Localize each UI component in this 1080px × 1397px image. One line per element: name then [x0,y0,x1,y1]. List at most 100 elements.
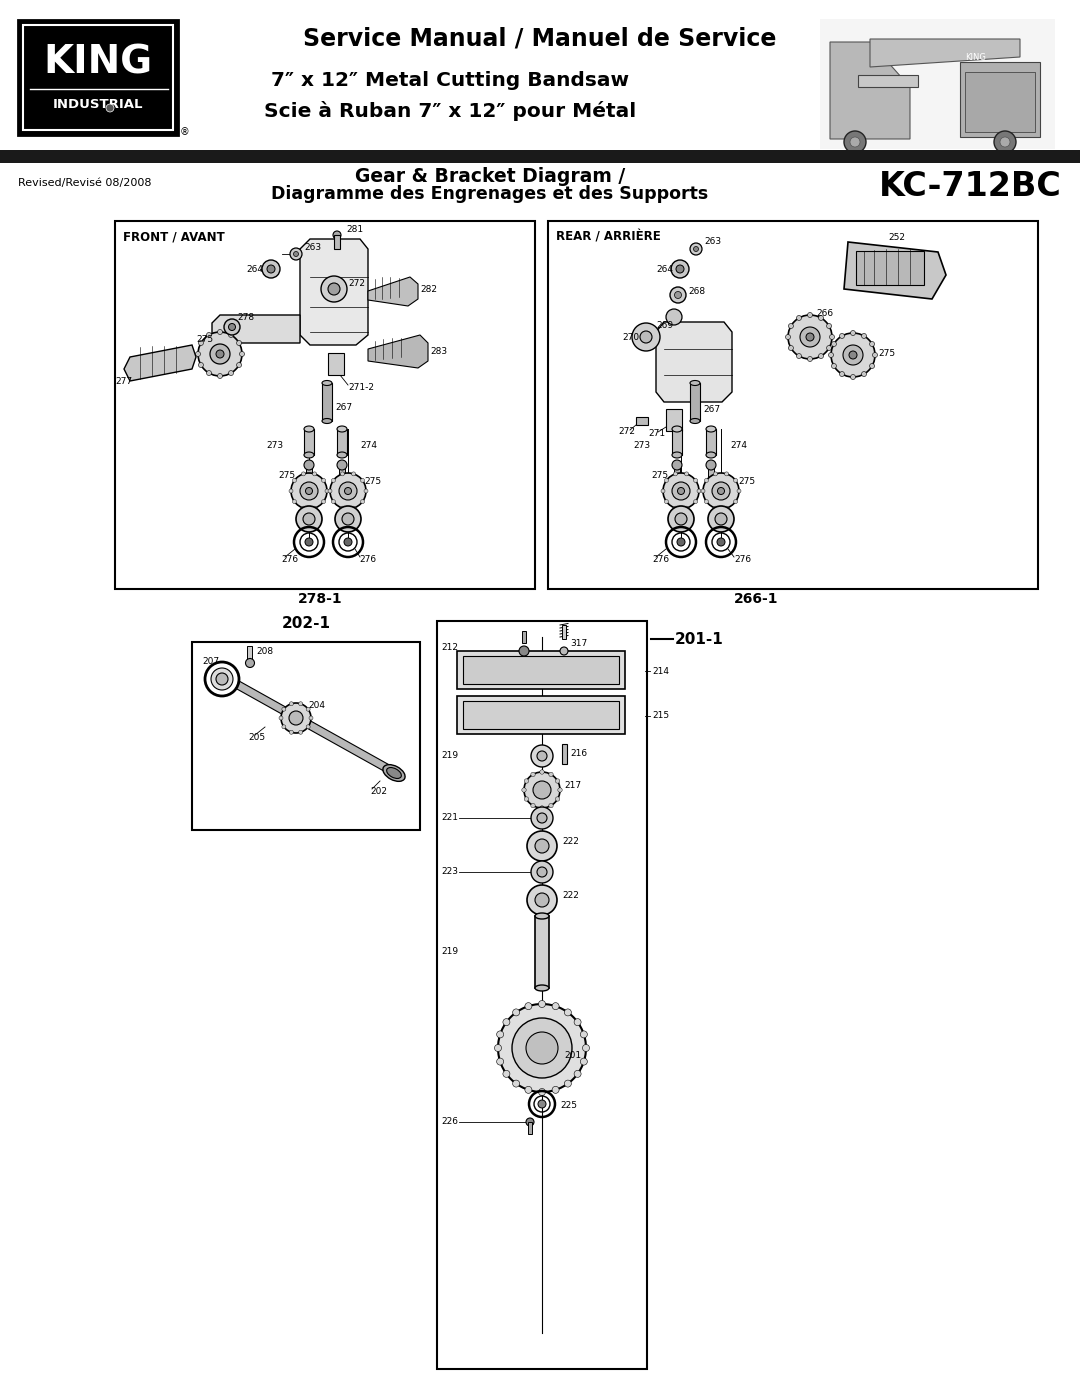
Circle shape [706,460,716,469]
Ellipse shape [337,426,347,432]
Text: 317: 317 [570,638,588,647]
Text: FRONT / AVANT: FRONT / AVANT [123,231,225,244]
Circle shape [580,1058,588,1065]
Circle shape [199,362,203,367]
Bar [666,409,681,432]
Text: 266-1: 266-1 [733,592,779,606]
Circle shape [675,292,681,299]
Circle shape [524,796,528,802]
Circle shape [685,472,689,476]
Circle shape [632,323,660,351]
Circle shape [530,773,536,777]
Bar [328,353,345,374]
Text: 274: 274 [730,440,747,450]
Polygon shape [831,42,910,138]
Circle shape [640,331,652,344]
Circle shape [328,489,332,493]
Text: 277: 277 [114,377,132,386]
Circle shape [503,1070,510,1077]
Text: 278-1: 278-1 [298,592,342,606]
Circle shape [340,506,345,510]
Circle shape [831,332,875,377]
Circle shape [703,474,739,509]
Text: 272: 272 [348,278,365,288]
Bar [334,235,340,249]
Circle shape [216,351,224,358]
Circle shape [361,500,365,503]
Circle shape [717,488,725,495]
Circle shape [555,796,559,802]
Text: 278: 278 [237,313,254,321]
Circle shape [305,538,313,546]
Circle shape [206,332,212,338]
Circle shape [217,373,222,379]
Bar [0,149,1080,163]
Circle shape [281,703,311,733]
Bar [708,465,714,476]
Circle shape [519,645,529,657]
Text: 273: 273 [266,440,283,450]
Circle shape [306,707,310,711]
Bar [562,624,566,638]
Circle shape [552,1003,559,1010]
Circle shape [725,506,729,510]
Text: INDUSTRIAL: INDUSTRIAL [53,98,144,110]
Circle shape [832,341,836,346]
Circle shape [245,658,255,668]
Circle shape [663,474,699,509]
Polygon shape [124,345,195,381]
Bar [247,645,252,659]
Circle shape [303,460,314,469]
Bar [636,416,648,425]
Circle shape [725,472,729,476]
Text: 219: 219 [441,752,458,760]
Circle shape [674,506,677,510]
Circle shape [733,500,738,503]
Circle shape [535,893,549,907]
Circle shape [361,478,365,482]
Ellipse shape [535,985,549,990]
Text: 275: 275 [651,471,669,479]
Text: Service Manual / Manuel de Service: Service Manual / Manuel de Service [303,27,777,52]
Text: 204: 204 [308,700,325,710]
Text: 263: 263 [303,243,321,251]
Circle shape [512,1018,572,1078]
Bar [457,696,625,733]
Circle shape [677,488,685,495]
Circle shape [540,770,544,774]
Circle shape [715,513,727,525]
Circle shape [994,131,1016,154]
Circle shape [301,472,306,476]
Circle shape [195,352,201,356]
Circle shape [704,478,708,482]
Circle shape [342,513,354,525]
Text: 264: 264 [656,264,673,274]
Circle shape [677,538,685,546]
Circle shape [498,1004,586,1092]
Bar [522,631,526,643]
Circle shape [240,352,244,356]
Circle shape [299,731,302,735]
Circle shape [325,489,329,493]
Polygon shape [300,239,368,345]
Text: 276: 276 [652,555,670,563]
Circle shape [522,788,526,792]
Text: 264: 264 [246,264,264,274]
Circle shape [839,334,845,338]
Circle shape [1000,137,1010,147]
Text: 276: 276 [281,555,298,563]
Circle shape [106,103,114,112]
Bar [960,61,1040,137]
Circle shape [797,316,801,320]
Text: 273: 273 [633,440,650,450]
Ellipse shape [672,453,681,458]
Bar [0,163,1080,217]
Text: 216: 216 [570,750,588,759]
Text: 269: 269 [656,320,673,330]
Bar [674,465,680,476]
Circle shape [198,332,242,376]
Text: KING: KING [966,53,986,61]
Circle shape [224,319,240,335]
Circle shape [669,506,694,532]
Bar [820,20,1055,149]
